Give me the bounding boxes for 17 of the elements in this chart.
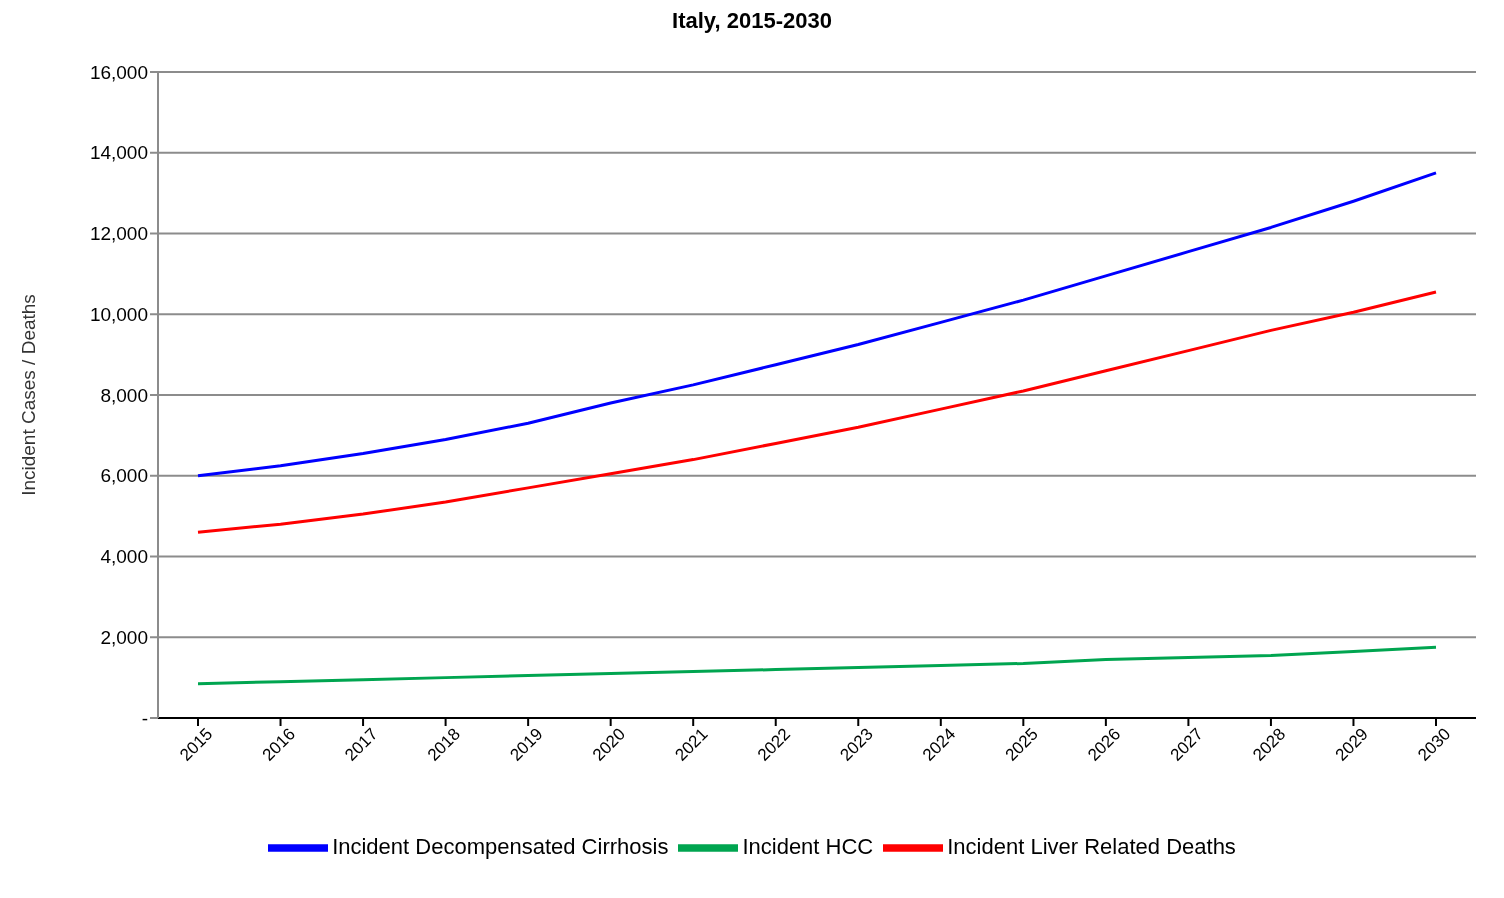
y-tick-label: 4,000	[100, 546, 148, 568]
y-tick-label: 12,000	[89, 223, 148, 245]
chart-title: Italy, 2015-2030	[671, 8, 833, 35]
y-axis-title: Incident Cases / Deaths	[17, 294, 39, 496]
line-series	[196, 645, 1438, 686]
line-series	[196, 290, 1438, 534]
y-tick-label: 6,000	[100, 465, 148, 487]
legend-label: Incident Liver Related Deaths	[947, 833, 1236, 859]
legend-label: Incident Decompensated Cirrhosis	[332, 833, 669, 859]
line-series	[196, 171, 1438, 478]
y-tick-label: 16,000	[89, 61, 148, 83]
y-tick-label: -	[141, 707, 148, 729]
y-tick-label: 8,000	[100, 384, 148, 406]
y-tick-label: 10,000	[89, 303, 148, 325]
legend-label: Incident HCC	[742, 833, 874, 859]
y-tick-label: 14,000	[89, 142, 148, 164]
y-tick-label: 2,000	[100, 626, 148, 648]
